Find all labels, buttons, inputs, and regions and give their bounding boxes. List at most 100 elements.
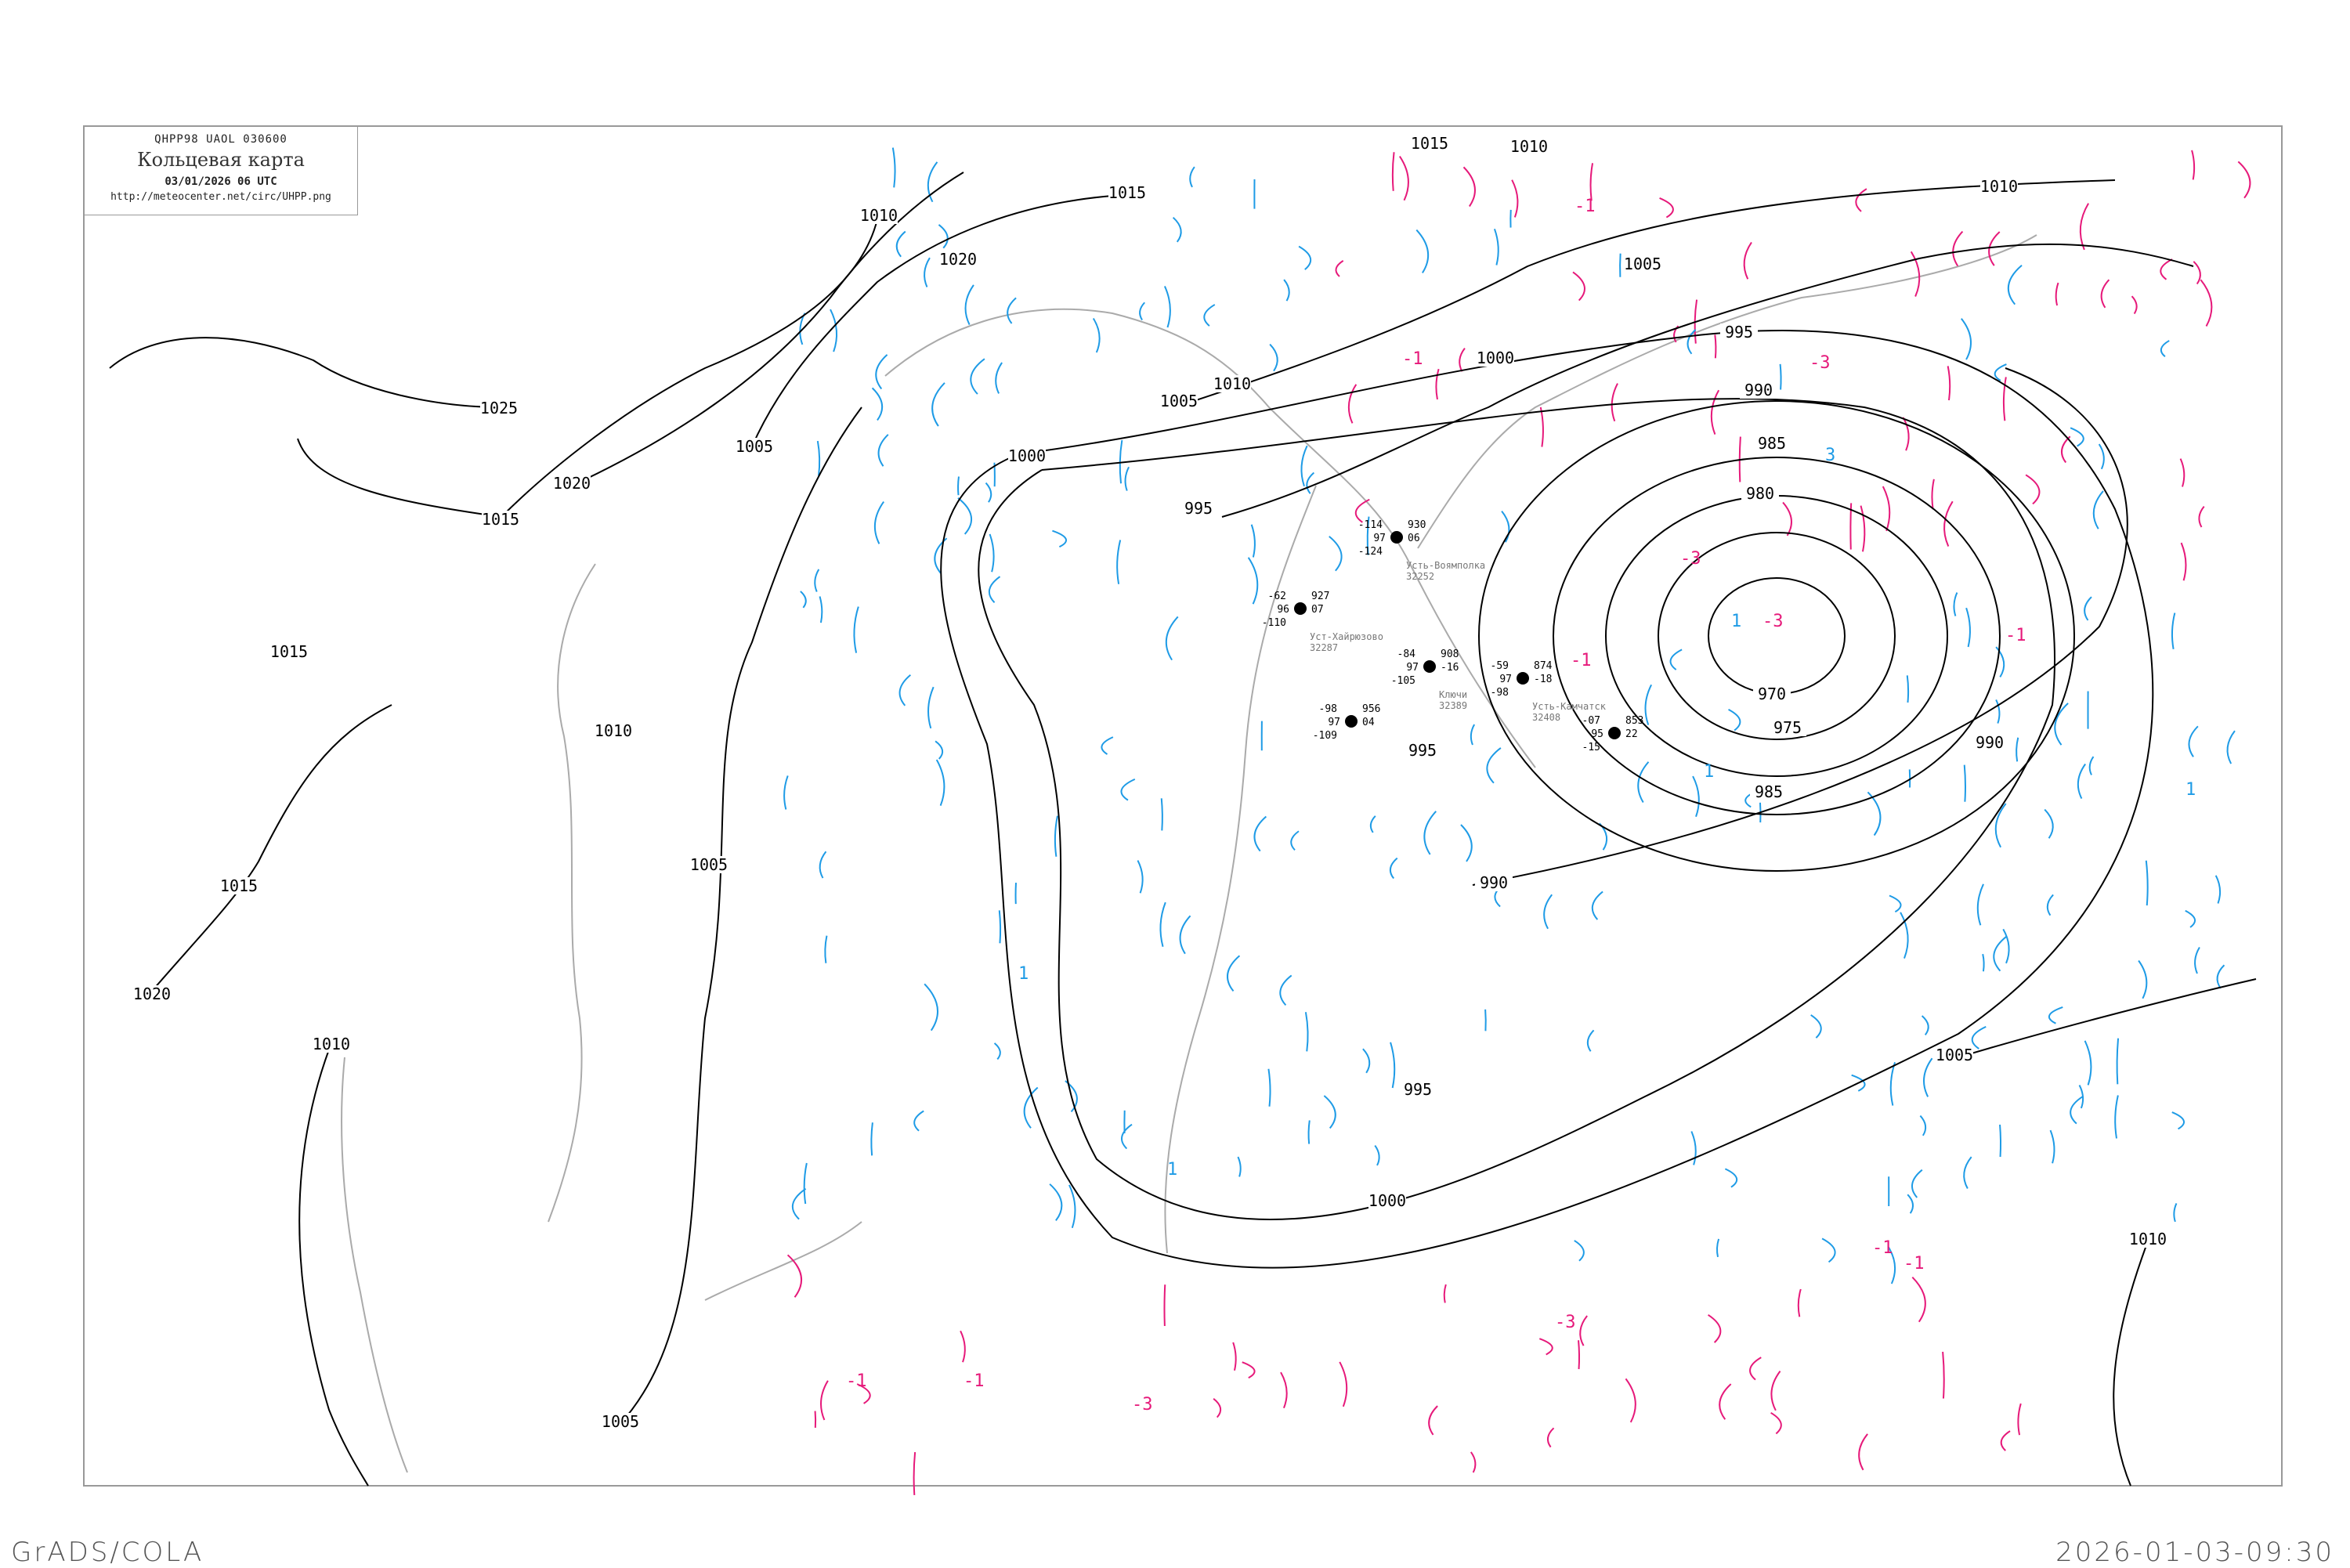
station-temperature: -62 [1268, 591, 1286, 602]
isobar-label: 1020 [133, 985, 171, 1003]
station-tendency: 04 [1362, 717, 1375, 728]
isotherm-label: -3 [1680, 549, 1701, 569]
isotherm-label: 1 [1018, 964, 1029, 984]
station-id: 32408 [1532, 712, 1560, 723]
cloud-cover-icon [1517, 672, 1529, 685]
isobar-label: 1015 [1411, 134, 1448, 153]
isobar-label: 1015 [220, 876, 258, 895]
station-pressure: 908 [1441, 649, 1459, 660]
isobar-label: 1000 [1008, 446, 1046, 465]
isobar-label: 1005 [1936, 1046, 1973, 1064]
station-pressure: 927 [1311, 591, 1329, 602]
footer-timestamp: 2026-01-03-09:30 [2055, 1537, 2334, 1568]
cloud-cover-icon [1390, 531, 1403, 544]
station-pressure: 930 [1408, 519, 1426, 531]
isobar-label: 985 [1755, 782, 1783, 801]
cloud-cover-icon [1345, 715, 1358, 728]
station-temperature: -114 [1358, 519, 1383, 531]
isobar-label: 1005 [1624, 255, 1661, 273]
station-dewpoint: -15 [1582, 742, 1600, 753]
station-temperature: -59 [1491, 660, 1509, 672]
station-dewpoint: -124 [1358, 546, 1383, 558]
cloud-cover-icon [1608, 727, 1621, 739]
isobar-label: 1020 [553, 474, 591, 493]
map-datetime: 03/01/2026 06 UTC [85, 175, 357, 188]
isobar-label: 990 [1976, 733, 2004, 752]
station-tendency: 22 [1625, 728, 1638, 740]
station-tendency: 07 [1311, 604, 1324, 616]
station-id: 32287 [1310, 642, 1338, 653]
isotherm-label: -1 [1872, 1238, 1893, 1258]
isotherm-label: -3 [1762, 612, 1784, 631]
station-name: Ключи [1439, 689, 1467, 700]
isotherm-label: -3 [1810, 353, 1831, 373]
isotherm-label: -1 [1571, 651, 1592, 670]
isobar-label: 975 [1773, 718, 1802, 737]
isobar-label: 1010 [2129, 1230, 2167, 1248]
isobar-label: 1010 [860, 206, 898, 225]
isotherm-label: 1 [1167, 1160, 1177, 1180]
isobar-label: 1000 [1477, 349, 1514, 367]
isotherm-label: 1 [2186, 780, 2196, 800]
station-dewpoint: -98 [1491, 687, 1509, 699]
station-visibility: 95 [1591, 728, 1603, 740]
station-dewpoint: -109 [1313, 730, 1337, 742]
isobar-label: 1005 [1160, 392, 1198, 410]
map-frame [84, 126, 2282, 1486]
isobar-label: 1020 [939, 250, 977, 269]
station-pressure: 956 [1362, 703, 1380, 715]
map-url[interactable]: http://meteocenter.net/circ/UHPP.png [85, 191, 357, 203]
isotherm-label: -1 [846, 1371, 867, 1391]
isotherm-segment [2000, 1125, 2001, 1157]
isobar-label: 995 [1725, 323, 1753, 341]
station-tendency: -16 [1441, 662, 1459, 674]
isotherm-label: -1 [1904, 1254, 1925, 1274]
station-visibility: 97 [1499, 674, 1512, 685]
isobar-label: 995 [1408, 741, 1437, 760]
isobar-label: 990 [1480, 873, 1508, 892]
map-title-box: QHPP98 UAOL 030600 Кольцевая карта 03/01… [84, 126, 358, 215]
isobar-label: 1015 [482, 510, 519, 529]
isotherm-segment [1578, 1340, 1579, 1369]
station-name: Уст-Хайрюзово [1310, 631, 1383, 642]
isotherm-segment [1715, 334, 1716, 358]
station-visibility: 97 [1328, 717, 1340, 728]
isobar-label: 1005 [602, 1412, 639, 1431]
isobar-label: 1010 [595, 721, 632, 740]
footer-software: GrADS/COLA [11, 1537, 204, 1568]
isotherm-label: 1 [1731, 612, 1741, 631]
isotherm-segment [1620, 254, 1621, 277]
isotherm-label: 3 [1825, 446, 1835, 465]
isotherm-label: -1 [2005, 626, 2026, 645]
station-dewpoint: -110 [1262, 617, 1286, 629]
station-id: 32389 [1439, 700, 1467, 711]
station-id: 32252 [1406, 571, 1434, 582]
bulletin-code: QHPP98 UAOL 030600 [85, 133, 357, 146]
isobar-label: 1000 [1368, 1191, 1406, 1210]
isobar-label: 995 [1184, 499, 1213, 518]
isobar-label: 1010 [1213, 374, 1251, 393]
isobar-label: 1025 [480, 399, 518, 417]
isobar-label: 995 [1404, 1080, 1432, 1099]
station-visibility: 97 [1373, 533, 1386, 544]
station-name: Усть-Воямполка [1406, 560, 1485, 571]
isobar-label: 1010 [313, 1035, 350, 1053]
cloud-cover-icon [1294, 602, 1307, 615]
isobar-label: 985 [1758, 434, 1786, 453]
station-temperature: -98 [1319, 703, 1337, 715]
station-visibility: 96 [1277, 604, 1289, 616]
station-name: Усть-Камчатск [1532, 701, 1607, 712]
isobar-label: 1005 [736, 437, 773, 456]
isotherm-label: -1 [1402, 349, 1423, 369]
isotherm-label: -3 [1555, 1313, 1576, 1332]
isobar-label: 980 [1746, 484, 1774, 503]
isobar-label: 1015 [270, 642, 308, 661]
isotherm-segment [958, 476, 959, 495]
station-tendency: 06 [1408, 533, 1420, 544]
isotherm-segment [1485, 1010, 1486, 1031]
station-pressure: 874 [1534, 660, 1553, 672]
station-tendency: -18 [1534, 674, 1552, 685]
map-title: Кольцевая карта [85, 149, 357, 171]
station-pressure: 853 [1625, 715, 1643, 727]
